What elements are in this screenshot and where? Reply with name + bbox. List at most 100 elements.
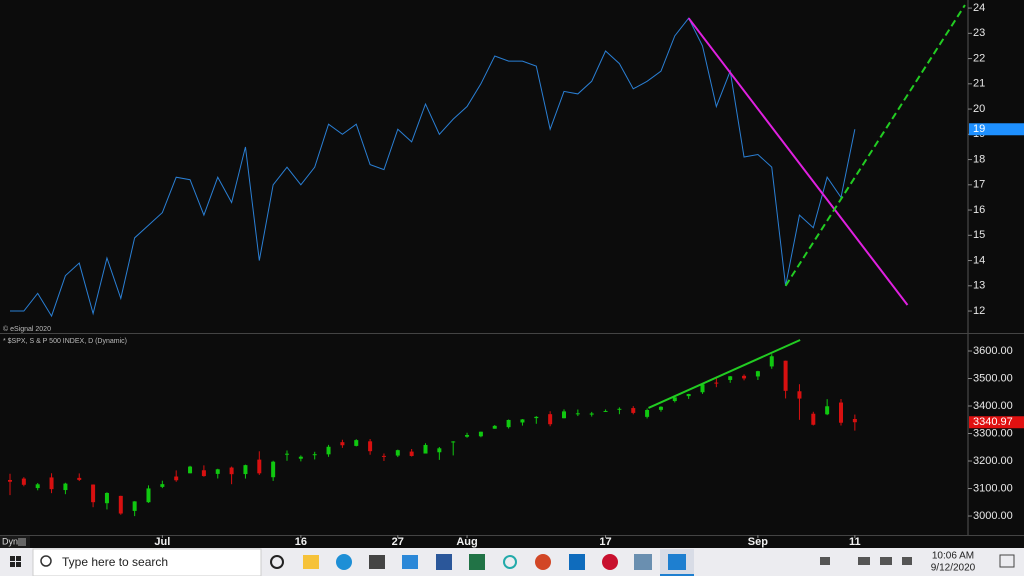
- app-icon[interactable]: [402, 555, 418, 569]
- candle-body: [825, 406, 830, 415]
- candle-body: [437, 448, 442, 453]
- candle-body: [395, 450, 400, 456]
- candle-body: [783, 360, 788, 391]
- candle-body: [354, 440, 359, 446]
- last-value-label: 3340.97: [973, 416, 1013, 428]
- candle-body: [174, 476, 179, 481]
- candle-body: [728, 376, 733, 380]
- clock-date[interactable]: 9/12/2020: [931, 563, 976, 574]
- candle-body: [188, 466, 193, 474]
- candle-body: [118, 495, 123, 514]
- y-tick-label: 22: [973, 52, 985, 64]
- plot-layer: 12131415161718192021222324193000.003100.…: [8, 2, 1024, 548]
- candle-body: [91, 484, 96, 503]
- candle-body: [77, 477, 82, 480]
- notification-icon[interactable]: [999, 554, 1015, 568]
- y-tick-label: 16: [973, 204, 985, 216]
- candle-body: [797, 391, 802, 399]
- app-icon[interactable]: [503, 555, 517, 569]
- candle-body: [132, 501, 137, 511]
- candle-body: [285, 453, 289, 455]
- clock-time[interactable]: 10:06 AM: [932, 551, 974, 562]
- last-value-label: 19: [973, 123, 985, 135]
- app-icon[interactable]: [369, 555, 385, 569]
- app-icon[interactable]: [569, 554, 585, 570]
- candle-body: [520, 419, 525, 423]
- app-icon[interactable]: [602, 554, 618, 570]
- y-tick-label: 13: [973, 280, 985, 292]
- candle-body: [146, 488, 151, 503]
- cortana-icon[interactable]: [270, 555, 284, 569]
- y-tick-label: 3400.00: [973, 400, 1013, 412]
- tray-icon[interactable]: [820, 557, 830, 565]
- candle-body: [589, 413, 594, 415]
- tray-icon[interactable]: [880, 557, 892, 565]
- x-tick-label: Aug: [456, 536, 477, 548]
- candle-body: [271, 461, 276, 478]
- candle-body: [340, 442, 345, 446]
- app-icon[interactable]: [469, 554, 485, 570]
- copyright: © eSignal 2020: [3, 325, 51, 333]
- candle-body: [478, 431, 483, 437]
- candle-body: [201, 470, 206, 477]
- x-tick-label: 27: [392, 536, 404, 548]
- chart-background: [0, 0, 1024, 548]
- y-tick-label: 17: [973, 179, 985, 191]
- app-icon[interactable]: [303, 555, 319, 569]
- price-line: [10, 17, 856, 318]
- candle-body: [451, 441, 456, 443]
- app-icon[interactable]: [535, 554, 551, 570]
- x-tick-label: Sep: [748, 536, 768, 548]
- candle-body: [326, 446, 331, 455]
- candle-body: [603, 410, 608, 412]
- last-value-box: [969, 123, 1024, 136]
- candle-body: [672, 397, 677, 402]
- candle-body: [534, 416, 539, 419]
- app-icon[interactable]: [668, 554, 686, 570]
- candle-body: [617, 408, 622, 410]
- start-button[interactable]: [10, 556, 21, 567]
- candle-body: [368, 441, 373, 452]
- app-icon[interactable]: [336, 554, 352, 570]
- interval-icon[interactable]: [18, 538, 26, 546]
- candle-body: [714, 382, 719, 384]
- candle-body: [409, 451, 414, 456]
- trendline: [687, 17, 909, 306]
- candle-body: [645, 409, 650, 417]
- y-tick-label: 12: [973, 305, 985, 317]
- candle-body: [63, 483, 68, 491]
- y-tick-label: 3300.00: [973, 427, 1013, 439]
- y-tick-label: 15: [973, 229, 985, 241]
- candle-body: [298, 456, 303, 459]
- candle-body: [465, 434, 470, 437]
- x-tick-label: Jul: [154, 536, 170, 548]
- search-box[interactable]: [32, 548, 262, 576]
- candle-body: [562, 411, 566, 419]
- trendline: [784, 4, 966, 287]
- candle-body: [742, 375, 747, 379]
- candle-body: [215, 469, 220, 474]
- candle-body: [658, 406, 663, 410]
- tray-icon[interactable]: [858, 557, 870, 565]
- y-tick-label: 24: [973, 2, 985, 14]
- y-tick-label: 23: [973, 27, 985, 39]
- candle-body: [631, 408, 636, 413]
- app-icon[interactable]: [436, 554, 452, 570]
- candle-body: [852, 419, 857, 423]
- candle-body: [575, 413, 580, 415]
- search-placeholder[interactable]: Type here to search: [62, 555, 168, 569]
- y-tick-label: 3600.00: [973, 345, 1013, 357]
- interval[interactable]: Dyn: [2, 536, 18, 546]
- last-value-box: [969, 416, 1024, 429]
- pane: [8, 339, 857, 517]
- y-tick-label: 21: [973, 78, 985, 90]
- tray-icon[interactable]: [902, 557, 912, 565]
- y-tick-label: 18: [973, 153, 985, 165]
- candle-body: [755, 371, 760, 377]
- x-tick-label: 11: [849, 536, 861, 548]
- app-icon[interactable]: [634, 554, 652, 570]
- x-tick-label: 16: [295, 536, 307, 548]
- pane: [10, 4, 966, 318]
